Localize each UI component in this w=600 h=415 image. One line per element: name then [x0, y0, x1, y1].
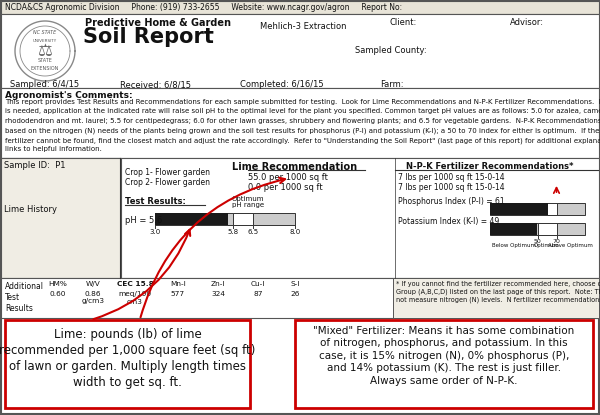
Bar	[538, 203, 557, 215]
Text: Farm:: Farm:	[380, 80, 404, 89]
Text: CEC 15.8: CEC 15.8	[116, 281, 154, 287]
Text: UNIVERSITY: UNIVERSITY	[33, 39, 57, 43]
Bar	[490, 203, 585, 215]
Text: W/V: W/V	[86, 281, 100, 287]
Text: Zn-I: Zn-I	[211, 281, 225, 287]
Text: 87: 87	[253, 291, 263, 297]
Bar	[1, 158, 599, 278]
Text: Test Results:: Test Results:	[125, 197, 186, 206]
Text: meq/100
cm3: meq/100 cm3	[118, 291, 152, 305]
Text: NC STATE: NC STATE	[34, 30, 56, 36]
Text: 5.8: 5.8	[228, 229, 239, 235]
Bar	[233, 213, 253, 225]
Text: Sampled: 6/4/15: Sampled: 6/4/15	[10, 80, 79, 89]
Text: Advisor:: Advisor:	[510, 18, 544, 27]
Bar	[1, 14, 599, 88]
Text: Completed: 6/16/15: Completed: 6/16/15	[240, 80, 323, 89]
Text: 26: 26	[290, 291, 299, 297]
Text: STATE: STATE	[38, 59, 52, 63]
Text: This report provides Test Results and Recommendations for each sample submitted : This report provides Test Results and Re…	[5, 99, 600, 105]
Bar	[490, 223, 585, 235]
Text: ⚖: ⚖	[38, 42, 52, 60]
Text: Agronomist's Comments:: Agronomist's Comments:	[5, 91, 133, 100]
Text: is needed, application at the indicated rate will raise soil pH to the optimal l: is needed, application at the indicated …	[5, 108, 600, 115]
Text: NCDA&CS Agronomic Division     Phone: (919) 733-2655     Website: www.ncagr.gov/: NCDA&CS Agronomic Division Phone: (919) …	[5, 3, 402, 12]
Text: Phosphorus Index (P-I) = 61: Phosphorus Index (P-I) = 61	[398, 197, 505, 206]
Text: Sampled County:: Sampled County:	[355, 46, 427, 55]
Text: 3.0: 3.0	[149, 229, 161, 235]
Text: 50: 50	[533, 239, 541, 244]
Bar	[5, 320, 250, 408]
Text: S-I: S-I	[290, 281, 299, 287]
Bar	[295, 320, 593, 408]
Text: 7 lbs per 1000 sq ft 15-0-14: 7 lbs per 1000 sq ft 15-0-14	[398, 183, 505, 192]
Text: links to helpful information.: links to helpful information.	[5, 146, 102, 152]
Text: Predictive Home & Garden: Predictive Home & Garden	[85, 18, 231, 28]
Text: pH = 5.6: pH = 5.6	[125, 216, 162, 225]
Text: HM%: HM%	[49, 281, 67, 287]
Text: 6.5: 6.5	[247, 229, 259, 235]
Text: 55.0 per 1000 sq ft: 55.0 per 1000 sq ft	[248, 173, 328, 182]
Text: EXTENSION: EXTENSION	[31, 66, 59, 71]
Text: 0.0 per 1000 sq ft: 0.0 per 1000 sq ft	[248, 183, 323, 192]
Text: 577: 577	[171, 291, 185, 297]
Text: Lime History: Lime History	[4, 205, 57, 214]
Bar	[155, 213, 295, 225]
Text: N-P-K Fertilizer Recommendations*: N-P-K Fertilizer Recommendations*	[406, 162, 574, 171]
Text: Crop 1- Flower garden: Crop 1- Flower garden	[125, 168, 210, 177]
Text: * If you cannot find the fertilizer recommended here, choose one from the same
G: * If you cannot find the fertilizer reco…	[396, 281, 600, 303]
Text: pH range: pH range	[232, 202, 264, 208]
Text: 70: 70	[553, 239, 560, 244]
Text: Sample ID:  P1: Sample ID: P1	[4, 161, 65, 170]
Text: Optimum: Optimum	[534, 243, 560, 248]
Text: Client:: Client:	[390, 18, 417, 27]
Text: Below Optimum: Below Optimum	[492, 243, 536, 248]
Text: 0.60: 0.60	[50, 291, 66, 297]
Text: Mn-I: Mn-I	[170, 281, 186, 287]
Bar	[1, 158, 121, 278]
Bar	[490, 203, 548, 215]
Text: based on the nitrogen (N) needs of the plants being grown and the soil test resu: based on the nitrogen (N) needs of the p…	[5, 127, 600, 134]
Text: Above Optimum: Above Optimum	[548, 243, 593, 248]
Text: Cu-I: Cu-I	[251, 281, 265, 287]
Bar	[155, 213, 228, 225]
Text: Additional
Test
Results: Additional Test Results	[5, 282, 44, 313]
Text: "Mixed" Fertilizer: Means it has some combination
of nitrogen, phosphorus, and p: "Mixed" Fertilizer: Means it has some co…	[313, 326, 575, 386]
Bar	[1, 1, 599, 14]
Bar	[538, 203, 548, 215]
Text: 0.86
g/cm3: 0.86 g/cm3	[82, 291, 104, 305]
Text: 7 lbs per 1000 sq ft 15-0-14: 7 lbs per 1000 sq ft 15-0-14	[398, 173, 505, 182]
Text: Lime: pounds (lb) of lime
recommended per 1,000 square feet (sq ft)
of lawn or g: Lime: pounds (lb) of lime recommended pe…	[0, 328, 256, 389]
Bar	[393, 278, 599, 318]
Bar	[490, 223, 536, 235]
Text: Lime Recommendation: Lime Recommendation	[232, 162, 358, 172]
Text: Crop 2- Flower garden: Crop 2- Flower garden	[125, 178, 210, 187]
Bar	[1, 88, 599, 158]
Text: rhododendron and mt. laurel; 5.5 for centipedegrass; 6.0 for other lawn grasses,: rhododendron and mt. laurel; 5.5 for cen…	[5, 118, 600, 124]
Text: fertilizer cannot be found, find the closest match and adjust the rate according: fertilizer cannot be found, find the clo…	[5, 137, 600, 144]
Bar	[1, 278, 599, 318]
Text: 324: 324	[211, 291, 225, 297]
Text: Potassium Index (K-I) = 49: Potassium Index (K-I) = 49	[398, 217, 499, 226]
Text: Mehlich-3 Extraction: Mehlich-3 Extraction	[260, 22, 347, 31]
Text: Soil Report: Soil Report	[83, 27, 214, 47]
Text: Optimum: Optimum	[232, 196, 264, 202]
Text: Received: 6/8/15: Received: 6/8/15	[120, 80, 191, 89]
Bar	[538, 223, 557, 235]
Text: 8.0: 8.0	[289, 229, 301, 235]
